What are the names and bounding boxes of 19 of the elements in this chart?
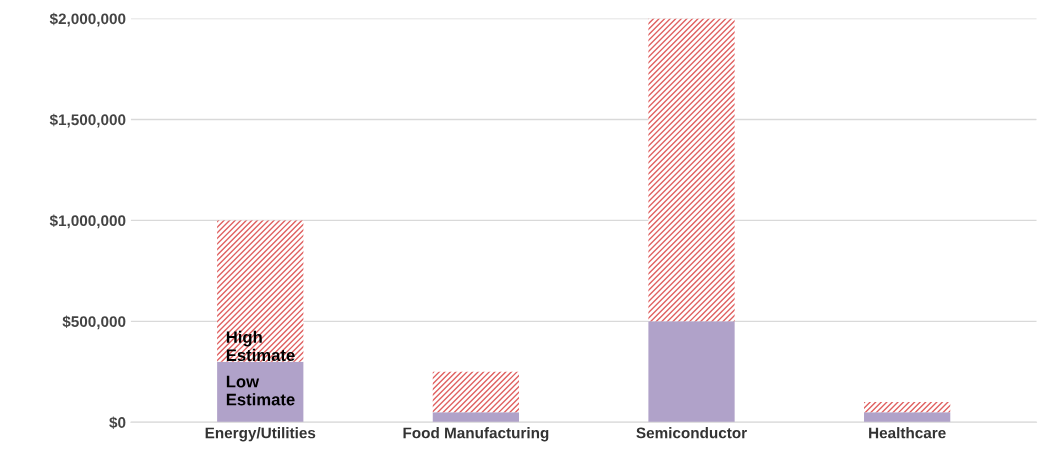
y-tick-label: $0	[109, 416, 126, 429]
bar	[864, 402, 951, 413]
y-tick-label: $500,000	[62, 315, 126, 330]
series-label: High Estimate	[226, 330, 295, 362]
bar	[432, 371, 520, 413]
x-tick-label: Energy/Utilities	[205, 427, 316, 442]
bar	[217, 361, 304, 423]
y-tick-label: $2,000,000	[49, 12, 126, 27]
series-label: Low Estimate	[226, 375, 295, 406]
y-tick-label: $1,000,000	[49, 214, 126, 229]
y-tick-label: $1,500,000	[49, 113, 126, 128]
bar	[432, 412, 520, 423]
bar	[648, 18, 735, 322]
x-tick-label: Food Manufacturing	[403, 427, 549, 442]
bar	[864, 412, 951, 423]
bar	[217, 220, 304, 362]
bar	[648, 321, 735, 423]
x-tick-label: Healthcare	[869, 427, 946, 439]
x-tick-label: Semiconductor	[636, 427, 747, 439]
